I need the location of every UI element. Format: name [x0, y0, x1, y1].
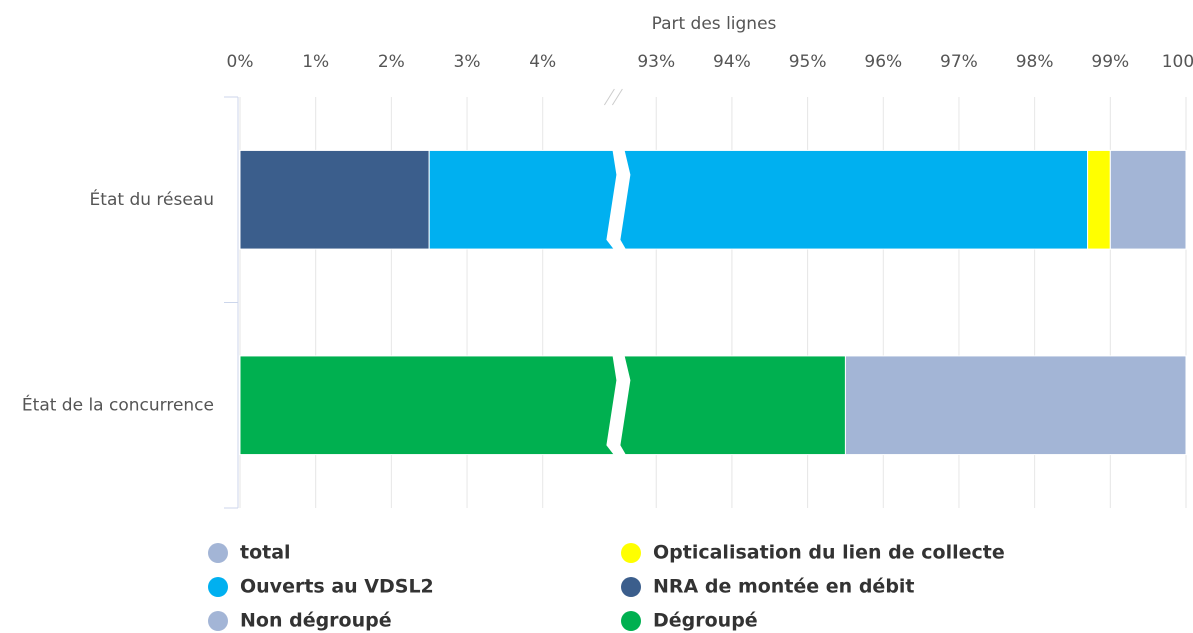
- y-tick-label: État du réseau: [90, 188, 214, 210]
- bar-segment: [1109, 149, 1187, 250]
- legend-marker: [621, 611, 641, 631]
- x-tick-label: 1%: [302, 52, 329, 72]
- break-gap: [606, 354, 631, 456]
- bar-segment: [1087, 149, 1111, 250]
- x-tick-label: 0%: [227, 52, 254, 72]
- x-tick-label: 99%: [1091, 52, 1129, 72]
- legend-label: Dégroupé: [653, 610, 758, 632]
- x-tick-label: 96%: [864, 52, 902, 72]
- legend-label: Opticalisation du lien de collecte: [653, 542, 1005, 564]
- bar-segment: [844, 355, 1187, 456]
- x-tick-label: 3%: [454, 52, 481, 72]
- y-tick-label: État de la concurrence: [22, 393, 214, 415]
- bar-segment: [428, 149, 1089, 250]
- x-tick-label: 98%: [1016, 52, 1054, 72]
- bar-segment: [239, 355, 846, 456]
- x-tick-label: 95%: [789, 52, 827, 72]
- bar-segment: [239, 149, 430, 250]
- legend-label: Ouverts au VDSL2: [240, 576, 434, 598]
- legend-marker: [208, 543, 228, 563]
- legend-label: Non dégroupé: [240, 610, 392, 632]
- legend-marker: [208, 577, 228, 597]
- legend-marker: [621, 543, 641, 563]
- x-tick-label: 100%: [1162, 52, 1193, 72]
- axis-break: [603, 88, 623, 106]
- axis-title: Part des lignes: [652, 14, 777, 34]
- legend-marker: [208, 611, 228, 631]
- legend-label: NRA de montée en débit: [653, 576, 915, 598]
- x-tick-label: 97%: [940, 52, 978, 72]
- x-tick-label: 93%: [637, 52, 675, 72]
- x-tick-label: 4%: [529, 52, 556, 72]
- legend-marker: [621, 577, 641, 597]
- x-tick-label: 94%: [713, 52, 751, 72]
- x-tick-label: 2%: [378, 52, 405, 72]
- legend-label: total: [240, 542, 291, 564]
- break-gap: [606, 149, 631, 251]
